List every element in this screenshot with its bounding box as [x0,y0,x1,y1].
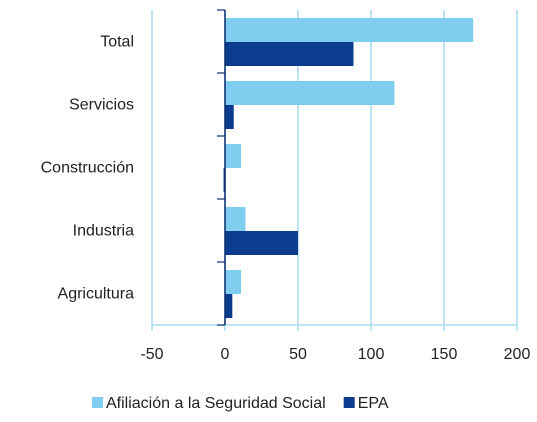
legend-label: Afiliación a la Seguridad Social [106,395,326,412]
y-tick-label: Construcción [41,160,134,177]
legend-swatch [343,397,355,408]
x-tick-label: -50 [140,346,163,363]
bar [225,18,474,42]
bar [225,294,233,318]
x-tick-label: 100 [358,346,385,363]
bar [225,207,246,231]
y-tick-label: Servicios [69,97,134,114]
bar [225,270,242,294]
y-tick-label: Agricultura [58,286,135,303]
x-tick-label: 50 [289,346,307,363]
bar [225,81,395,105]
legend-label: EPA [358,395,389,412]
legend-swatch [92,397,103,408]
bar [225,42,354,66]
bar [225,144,242,168]
x-tick-label: 200 [504,346,531,363]
y-tick-label: Total [100,34,134,51]
x-tick-label: 150 [431,346,458,363]
x-tick-label: 0 [221,346,230,363]
y-tick-label: Industria [73,223,134,240]
bar [225,231,298,255]
bar [225,105,234,129]
